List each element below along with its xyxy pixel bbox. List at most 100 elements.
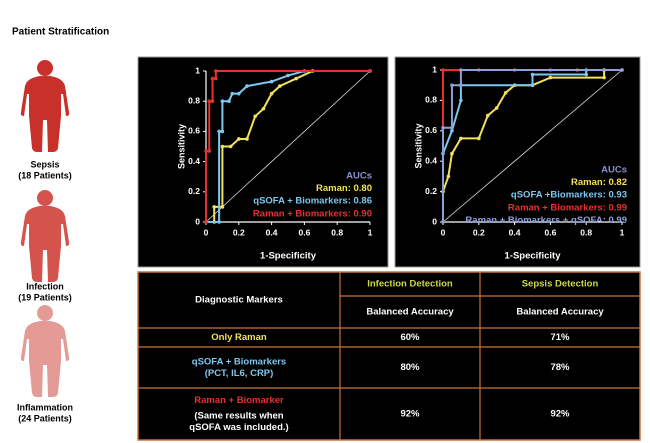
table-header: Diagnostic Markers (195, 295, 283, 306)
roc-point (269, 79, 274, 84)
roc-point (278, 84, 282, 88)
roc-point (217, 129, 221, 134)
x-tick-label: 0.6 (544, 227, 556, 237)
table-cell: 78% (550, 362, 570, 373)
roc-point (450, 151, 454, 156)
row-note: qSOFA was included.) (189, 422, 288, 433)
roc-point (212, 205, 216, 209)
y-axis-label: Sensitivity (413, 123, 423, 168)
x-tick-label: 0.8 (331, 227, 343, 237)
roc-point (210, 99, 215, 103)
row-label: qSOFA + Biomarkers (192, 356, 286, 367)
roc-point (220, 144, 225, 149)
reference-diagonal (205, 70, 371, 223)
y-tick-label: 0 (432, 216, 437, 226)
row-label: Only Raman (211, 332, 267, 343)
legend-entry: Raman: 0.80 (316, 183, 372, 194)
legend-entry: Raman + Biomarkers + qSOFA: 0.99 (465, 215, 627, 226)
x-tick-label: 1 (620, 227, 625, 237)
group-count: (18 Patients) (18, 170, 72, 180)
roc-point (237, 91, 241, 96)
roc-point (548, 75, 553, 80)
roc-point (494, 106, 499, 110)
roc-point (459, 68, 463, 72)
table-bg (137, 271, 641, 441)
roc-point (602, 75, 606, 80)
x-tick-label: 0.2 (233, 227, 245, 237)
roc-point (459, 136, 463, 141)
table-cell: 60% (400, 332, 420, 343)
table-cell: 92% (550, 409, 570, 420)
x-tick-label: 0.8 (580, 227, 592, 237)
roc-point (245, 84, 249, 88)
roc-point (210, 76, 215, 81)
roc-point (214, 76, 218, 81)
table-header: Sepsis Detection (522, 279, 599, 290)
roc-point (530, 83, 535, 87)
roc-point (450, 129, 454, 133)
y-tick-label: 0.2 (425, 186, 437, 196)
roc-point (207, 99, 212, 103)
y-tick-label: 0.4 (425, 155, 437, 165)
roc-point (441, 68, 445, 72)
roc-point (368, 69, 372, 73)
roc-point (217, 220, 221, 224)
roc-point (220, 205, 225, 209)
table-cell: 80% (400, 362, 420, 373)
roc-point (485, 113, 490, 118)
y-axis-label: Sensitivity (176, 124, 186, 169)
roc-point (441, 220, 445, 224)
group-count: (24 Patients) (18, 413, 72, 423)
x-tick-label: 1 (368, 227, 373, 237)
chart-panel (394, 56, 641, 268)
roc-point (530, 72, 535, 77)
legend-title: AUCs (346, 171, 372, 182)
roc-point (245, 137, 249, 141)
roc-point (450, 83, 454, 87)
reference-diagonal (442, 69, 623, 223)
legend-entry: qSOFA + Biomarkers: 0.86 (253, 196, 372, 207)
figure-body (20, 76, 70, 152)
x-axis-label: 1-Specificity (260, 251, 317, 262)
legend-entry: qSOFA +Biomarkers: 0.93 (511, 190, 627, 201)
group-name: Sepsis (30, 159, 59, 169)
x-tick-label: 0 (204, 227, 209, 237)
roc-point (477, 136, 481, 141)
y-tick-label: 0 (195, 216, 200, 226)
figure-head (37, 60, 53, 76)
roc-point (459, 98, 463, 103)
roc-point (269, 91, 274, 96)
table-subheader: Balanced Accuracy (516, 307, 604, 318)
roc-point (253, 114, 257, 119)
patient-figure (20, 190, 70, 282)
y-tick-label: 1 (432, 64, 437, 74)
patient-figure (20, 305, 70, 397)
x-tick-label: 0.2 (473, 227, 485, 237)
roc-point (230, 91, 235, 96)
roc-point (441, 125, 445, 130)
x-tick-label: 0 (441, 227, 446, 237)
roc-point (294, 76, 299, 81)
legend-entry: Raman + Biomarkers: 0.90 (253, 208, 372, 219)
roc-point (207, 149, 212, 153)
y-tick-label: 0.8 (188, 95, 200, 105)
row-label: (PCT, IL6, CRP) (205, 368, 274, 379)
y-tick-label: 0.8 (425, 95, 437, 105)
x-tick-label: 0.4 (509, 227, 521, 237)
roc-point (228, 144, 233, 149)
y-tick-label: 0.6 (425, 125, 437, 135)
roc-point (214, 69, 218, 73)
roc-point (220, 129, 225, 134)
legend-entry: Raman + Biomarkers: 0.99 (508, 202, 627, 213)
x-tick-label: 0.4 (266, 227, 278, 237)
roc-point (459, 83, 463, 87)
table-cell: 92% (400, 409, 420, 420)
group-name: Inflammation (17, 402, 73, 412)
figure-title: Patient Stratification (12, 27, 109, 38)
roc-point (237, 137, 241, 141)
roc-point (620, 68, 624, 72)
row-label: Raman + Biomarker (194, 395, 284, 406)
table-cell: 71% (550, 332, 570, 343)
roc-point (584, 72, 588, 77)
